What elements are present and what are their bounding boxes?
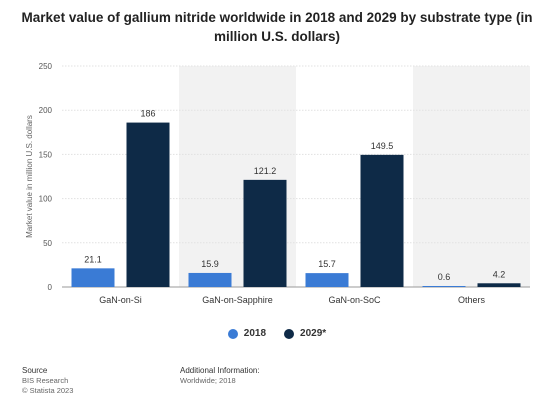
y-tick-label: 50 [43, 239, 52, 248]
bars [71, 122, 521, 288]
source-heading: Source [22, 366, 48, 375]
x-axis-categories: GaN-on-Si GaN-on-Sapphire GaN-on-SoC Others [99, 295, 485, 305]
data-label: 121.2 [254, 166, 277, 176]
bar-2018[interactable] [422, 286, 466, 287]
copyright-line[interactable]: © Statista 2023 [22, 386, 74, 395]
data-label: 15.7 [318, 259, 336, 269]
y-tick-label: 100 [39, 195, 53, 204]
y-tick-label: 0 [48, 283, 53, 292]
data-label: 0.6 [438, 272, 451, 282]
bar-2029[interactable] [360, 154, 404, 287]
additional-info-block: Additional Information: Worldwide; 2018 [180, 366, 260, 386]
chart-title: Market value of gallium nitride worldwid… [21, 10, 533, 44]
additional-info-line: Worldwide; 2018 [180, 376, 236, 385]
legend-label-2018: 2018 [243, 328, 267, 339]
y-tick-label: 150 [39, 150, 53, 159]
bar-2029[interactable] [126, 122, 170, 288]
data-label: 21.1 [84, 254, 102, 264]
source-block: Source BIS Research © Statista 2023 [22, 366, 73, 396]
y-axis-label: Market value in million U.S. dollars [25, 115, 34, 238]
data-label: 4.2 [493, 269, 506, 279]
category-band [413, 66, 530, 287]
legend: 2018 2029* [0, 328, 554, 339]
y-axis-ticks: 0 50 100 150 200 250 [39, 62, 53, 292]
legend-marker-2029 [284, 328, 295, 339]
additional-info-heading: Additional Information: [180, 366, 260, 375]
y-tick-label: 250 [39, 62, 53, 71]
data-labels: 21.1 186 15.9 121.2 15.7 149.5 0.6 4.2 [84, 109, 505, 282]
source-line[interactable]: BIS Research [22, 376, 69, 385]
data-label: 149.5 [371, 141, 394, 151]
x-category-label: GaN-on-SoC [328, 295, 381, 305]
x-category-label: Others [458, 295, 486, 305]
y-tick-label: 200 [39, 106, 53, 115]
data-label: 186 [140, 109, 155, 119]
legend-item-2029[interactable]: 2029* [284, 328, 326, 339]
legend-marker-2018 [227, 328, 238, 339]
category-bands [179, 66, 530, 287]
legend-item-2018[interactable]: 2018 [227, 328, 267, 339]
bar-2018[interactable] [71, 268, 115, 287]
bar-2029[interactable] [477, 283, 521, 287]
bar-2018[interactable] [188, 272, 232, 287]
x-category-label: GaN-on-Si [99, 295, 142, 305]
legend-label-2029: 2029* [300, 328, 327, 339]
data-label: 15.9 [201, 259, 219, 269]
bar-2018[interactable] [305, 273, 349, 287]
bar-2029[interactable] [243, 179, 287, 287]
x-category-label: GaN-on-Sapphire [202, 295, 273, 305]
